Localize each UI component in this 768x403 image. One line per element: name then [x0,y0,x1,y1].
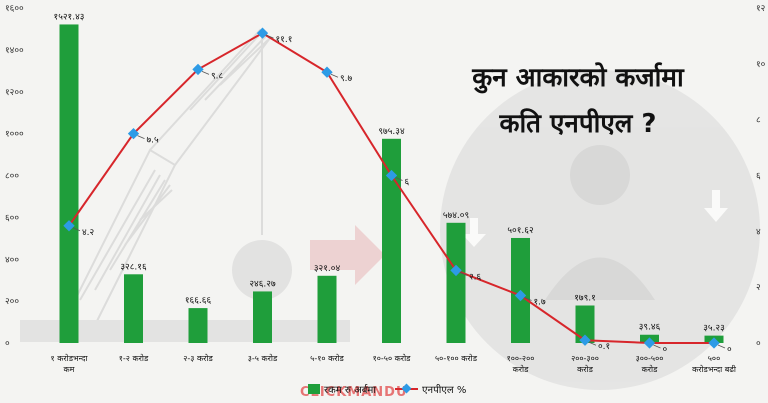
bar-value-label: ३९.४६ [639,323,661,333]
category-label: ५०-१०० करोड [435,353,478,363]
person-head-decoration [570,145,630,205]
npl-value-label: ९.७ [340,74,353,84]
left-axis-tick-label: ० [5,339,10,349]
npl-marker [450,264,462,277]
bar-value-label: ३२१.०४ [314,264,341,274]
npl-label-leader [266,34,274,39]
bar-value-label: ३५.२३ [703,324,725,334]
npl-marker [708,337,720,349]
npl-marker [643,337,656,349]
left-axis-tick-label: १६०० [5,4,24,14]
npl-value-label: ११.१ [276,35,293,45]
person-body-decoration [545,257,655,300]
category-labels: १ करोडभन्दा कम १-२ करोड २-३ करोड ३-५ करोड ५-१… [51,353,737,374]
category-label: १ करोडभन्दा कम [51,353,89,374]
down-arrow-decoration-2 [462,218,486,247]
npl-value-label: ६ [405,178,410,188]
category-label: ५०० करोडभन्दा बढी [692,354,737,374]
bar-value-label: ५०१.६२ [507,226,534,236]
left-axis-tick-label: ८०० [5,172,19,182]
npl-value-label: ०.१ [598,342,610,352]
npl-marker [385,169,398,182]
npl-label-leader [395,177,403,181]
bar-value-label: १७९.१ [574,294,596,304]
legend: रकम रु अर्बमा एनपीएल % [308,383,466,396]
npl-label-leader [330,73,339,78]
right-axis-tick-label: ८ [756,116,761,126]
bar [188,308,208,343]
npl-label-leader [72,227,81,232]
category-label: १-२ करोड [119,353,149,363]
npl-value-label: ४.२ [82,228,95,238]
bar [59,24,79,344]
bar-value-label: २४६.२७ [249,279,276,289]
bar [446,222,466,343]
right-axis-tick-label: ० [756,339,761,349]
bar [124,274,143,343]
category-label: १००-२०० करोड [507,354,535,374]
npl-value-label: ९.८ [211,71,224,81]
left-axis-tick-label: ४०० [5,255,19,265]
bar-value-label: ९७५.३४ [378,127,405,137]
npl-marker [127,127,140,140]
bar-value-label: ५७४.०९ [443,211,469,221]
wrecking-ball-decoration [232,240,292,300]
down-arrow-decoration [704,190,728,222]
npl-label-leader [717,344,726,349]
npl-label-leader [653,344,661,349]
bar [575,305,595,343]
legend-line-label: एनपीएल % [422,384,466,396]
npl-label-leader [588,341,597,346]
npl-value-label: ० [727,345,732,355]
npl-label-leader [524,297,532,301]
bar-value-label: १६६.६६ [185,296,212,306]
bar [317,275,337,343]
category-label: ३००-५०० करोड [636,354,664,374]
npl-value-label: २.६ [469,272,482,282]
legend-marker-swatch [401,383,412,394]
left-axis-tick-label: १४०० [5,46,24,56]
npl-marker [321,66,333,78]
right-axis-tick-label: १२ [756,4,766,14]
bar-series [59,24,724,344]
data-labels: १५२१.४३ ३२८.१६ १६६.६६ २४६.२७ ३२१.०४ ९७५.३४ ५७४… [54,12,732,355]
category-label: २००-३०० करोड [571,354,599,374]
npl-marker [579,334,591,346]
npl-label-leader [459,272,468,276]
npl-value-label: ७.५ [147,136,160,146]
chart-axes: ० २०० ४०० ६०० ८०० १००० १२०० १४०० १६०० ० २ ४ ६ ८ १० १२ [5,4,766,349]
category-label: १०-५० करोड [373,353,412,363]
right-axis-tick-label: १० [756,60,766,70]
npl-label-leader [201,71,210,75]
legend-bar-swatch [308,384,320,394]
legend-bar-label: रकम रु अर्बमा [324,384,376,396]
left-axis-tick-label: १२०० [5,88,24,98]
bar-value-label: १५२१.४३ [54,12,85,22]
arrow-decoration [310,225,385,285]
left-axis-tick-label: २०० [5,297,19,307]
npl-value-label: ० [663,345,668,355]
watermark-logo: CLICKMANDU [300,385,408,400]
npl-label-leader [137,135,145,139]
right-axis-tick-label: ६ [756,172,761,182]
bar [382,138,401,343]
npl-value-label: १.७ [534,298,547,308]
npl-marker [514,289,527,302]
chart-title-line-1: कुन आकारको कर्जामा [471,62,685,94]
category-label: ५-१० करोड [310,353,344,363]
left-axis-tick-label: ६०० [5,213,19,223]
left-axis-tick-label: १००० [5,130,24,140]
right-axis-tick-label: ४ [756,227,761,237]
bar-value-label: ३२८.१६ [120,262,147,272]
right-axis-tick-label: २ [756,283,761,293]
category-label: ३-५ करोड [248,353,278,363]
category-label: २-३ करोड [183,353,213,363]
bar [253,291,272,343]
chart-title-line-2: कति एनपीएल ? [498,108,656,139]
